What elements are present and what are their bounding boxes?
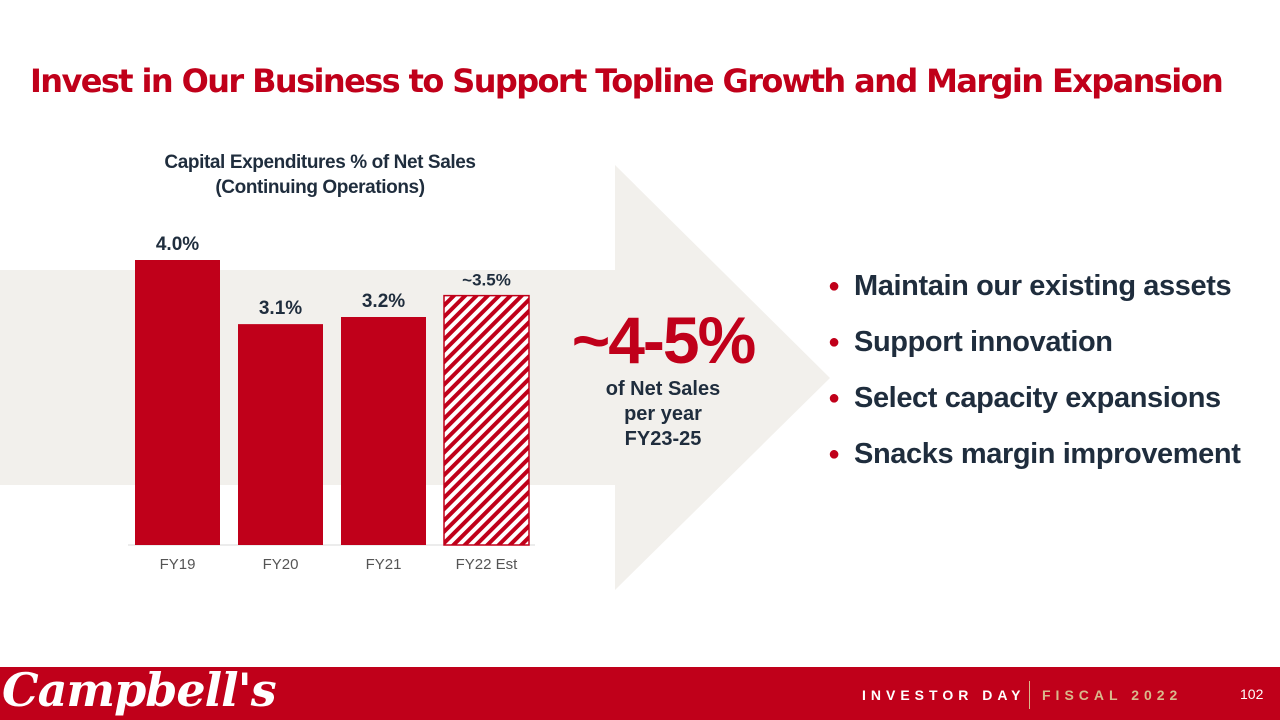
fiscal-year-label: FISCAL 2022 — [1042, 687, 1183, 703]
priority-item: ● Snacks margin improvement — [826, 434, 1241, 490]
target-line-1: of Net Sales — [605, 378, 721, 400]
investor-day-label: INVESTOR DAY — [862, 687, 1026, 703]
target-percentage: ~4-5% — [571, 303, 757, 377]
chart-title-line-2: (Continuing Operations) — [215, 177, 425, 198]
bullet-icon: ● — [828, 443, 840, 465]
bullet-icon: ● — [828, 275, 840, 297]
bar-fy20 — [238, 324, 323, 545]
priority-text: Snacks margin improvement — [854, 438, 1241, 470]
bullet-icon: ● — [828, 387, 840, 409]
capex-chart: 4.0% FY19 3.1% FY20 3.2% FY21 ~3.5% FY22 Est — [0, 165, 830, 590]
footer-divider — [1029, 681, 1030, 709]
priority-text: Maintain our existing assets — [854, 270, 1232, 302]
bullet-icon: ● — [828, 331, 840, 353]
target-line-2: per year — [624, 403, 702, 425]
bar-fy21 — [341, 317, 426, 545]
priority-item: ● Select capacity expansions — [826, 378, 1240, 434]
target-line-3: FY23-25 — [624, 428, 702, 450]
priority-text: Select capacity expansions — [854, 382, 1221, 414]
data-label: ~3.5% — [462, 271, 511, 290]
data-label: 4.0% — [156, 234, 199, 255]
bar-fy22-est — [443, 294, 530, 546]
chart-title: Capital Expenditures % of Net Sales (Con… — [120, 150, 520, 200]
footer-bar: Campbell's INVESTOR DAY FISCAL 2022 102 — [0, 663, 1280, 720]
data-label: 3.1% — [259, 298, 302, 319]
priority-item: ● Maintain our existing assets — [826, 266, 1240, 322]
x-tick-label: FY20 — [263, 556, 299, 573]
campbells-logo: Campbell's — [2, 663, 277, 717]
page-number: 102 — [1240, 686, 1264, 702]
x-tick-label: FY21 — [366, 556, 402, 573]
target-description: of Net Sales per year FY23-25 — [563, 377, 763, 452]
priority-item: ● Support innovation — [826, 322, 1240, 378]
investment-priorities-list: ● Maintain our existing assets ● Support i… — [826, 266, 1241, 490]
bar-fy19 — [135, 260, 220, 545]
priority-text: Support innovation — [854, 326, 1113, 358]
x-tick-label: FY22 Est — [456, 556, 519, 573]
page-title: Invest in Our Business to Support Toplin… — [30, 62, 1224, 100]
chart-title-line-1: Capital Expenditures % of Net Sales — [164, 152, 476, 173]
x-tick-label: FY19 — [160, 556, 196, 573]
data-label: 3.2% — [362, 291, 405, 312]
